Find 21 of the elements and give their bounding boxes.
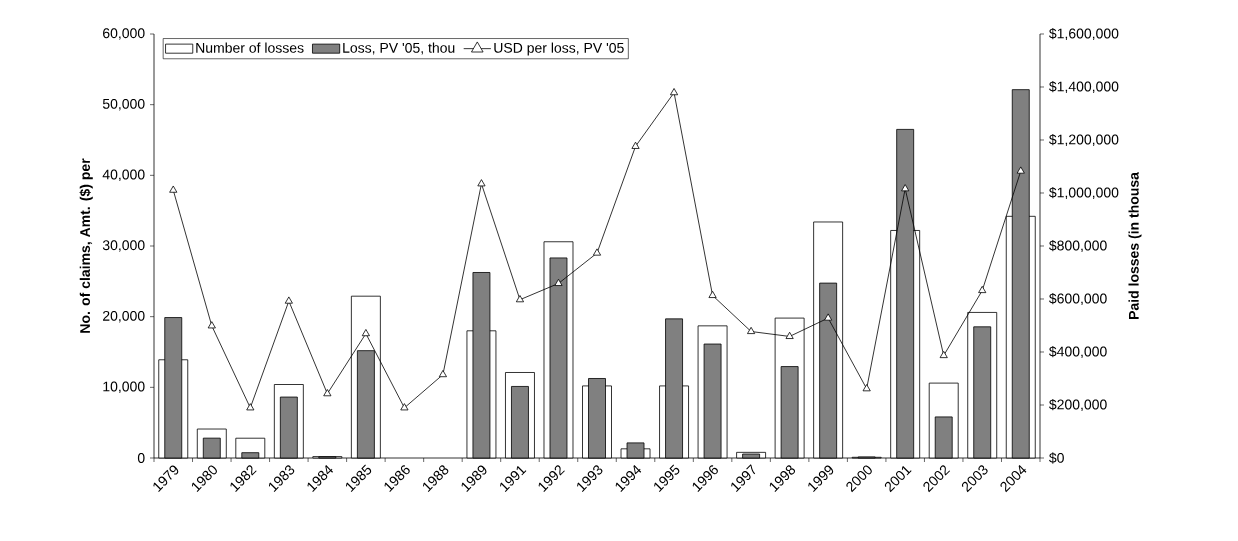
y2-tick-label: $800,000: [1049, 239, 1107, 253]
y-tick-label: 40,000: [102, 169, 145, 182]
y2-tick-label: $1,400,000: [1049, 80, 1119, 94]
y2-tick-label: $600,000: [1049, 292, 1107, 306]
y-tick-label: 60,000: [103, 28, 145, 40]
y2-tick-label: $0: [1049, 452, 1064, 464]
y-tick-label: 20,000: [103, 310, 145, 323]
legend-label: USD per loss, PV '05: [494, 42, 624, 56]
legend-label: Number of losses: [196, 42, 304, 53]
y2-tick-label: $1,000,000: [1049, 186, 1119, 200]
y-tick-label: 10,000: [103, 381, 145, 394]
y2-tick-label: $400,000: [1049, 345, 1107, 359]
y-tick-label: 50,000: [102, 98, 145, 111]
y2-tick-label: $1,200,000: [1049, 133, 1119, 147]
y-tick-label: 0: [137, 453, 145, 463]
y-tick-label: 30,000: [102, 240, 145, 252]
legend-label: Loss, PV '05, thou: [343, 42, 455, 55]
y-axis-title: No. of claims, Amt. ($) per: [79, 158, 93, 333]
y2-tick-label: $1,600,000: [1049, 27, 1119, 41]
y2-tick-label: $200,000: [1049, 398, 1107, 412]
y2-axis-title: Paid losses (in thousa: [1128, 172, 1142, 319]
